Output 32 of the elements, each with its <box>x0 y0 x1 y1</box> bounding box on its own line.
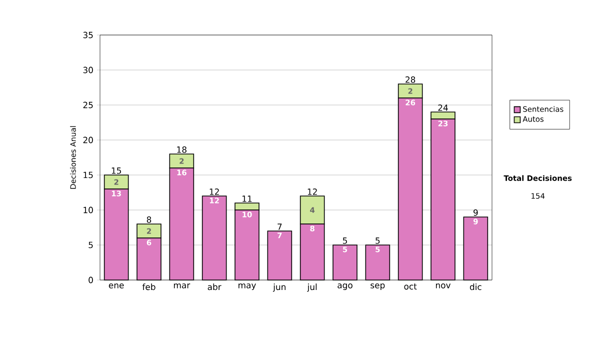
total-label: 9 <box>474 209 478 216</box>
x-tick-label: ene <box>108 284 124 288</box>
total-label: 18 <box>177 146 186 153</box>
total-label: 11 <box>242 196 252 202</box>
y-tick-label: 0 <box>88 276 93 284</box>
x-tick-label: ago <box>338 284 352 290</box>
x-tick-label: may <box>238 284 256 290</box>
total-label: 8 <box>146 216 152 223</box>
x-tick-label: oct <box>404 284 417 290</box>
total-label: 12 <box>210 188 219 195</box>
y-tick-label: 35 <box>83 32 93 38</box>
x-tick-label: sep <box>370 284 385 290</box>
y-tick-label: 5 <box>88 242 93 248</box>
total-label: 5 <box>376 238 380 244</box>
total-label: 5 <box>342 238 347 244</box>
x-tick-label: dic <box>470 284 482 290</box>
y-tick-label: 30 <box>83 66 93 74</box>
x-tick-label: nov <box>436 284 451 288</box>
total-label: 24 <box>438 104 448 111</box>
total-label: 12 <box>308 188 317 195</box>
x-tick-label: jun <box>272 284 286 292</box>
x-tick-label: jul <box>307 284 317 292</box>
total-label: 28 <box>406 76 416 83</box>
y-tick-label: 25 <box>83 102 93 108</box>
y-tick-label: 15 <box>84 172 93 178</box>
y-tick-label: 20 <box>83 136 93 144</box>
total-label: 15 <box>112 168 121 174</box>
y-tick-label: 10 <box>84 206 93 214</box>
total-label: 7 <box>278 224 282 230</box>
x-tick-label: abr <box>208 284 222 290</box>
x-tick-label: feb <box>142 284 156 290</box>
x-tick-label: mar <box>174 284 190 288</box>
